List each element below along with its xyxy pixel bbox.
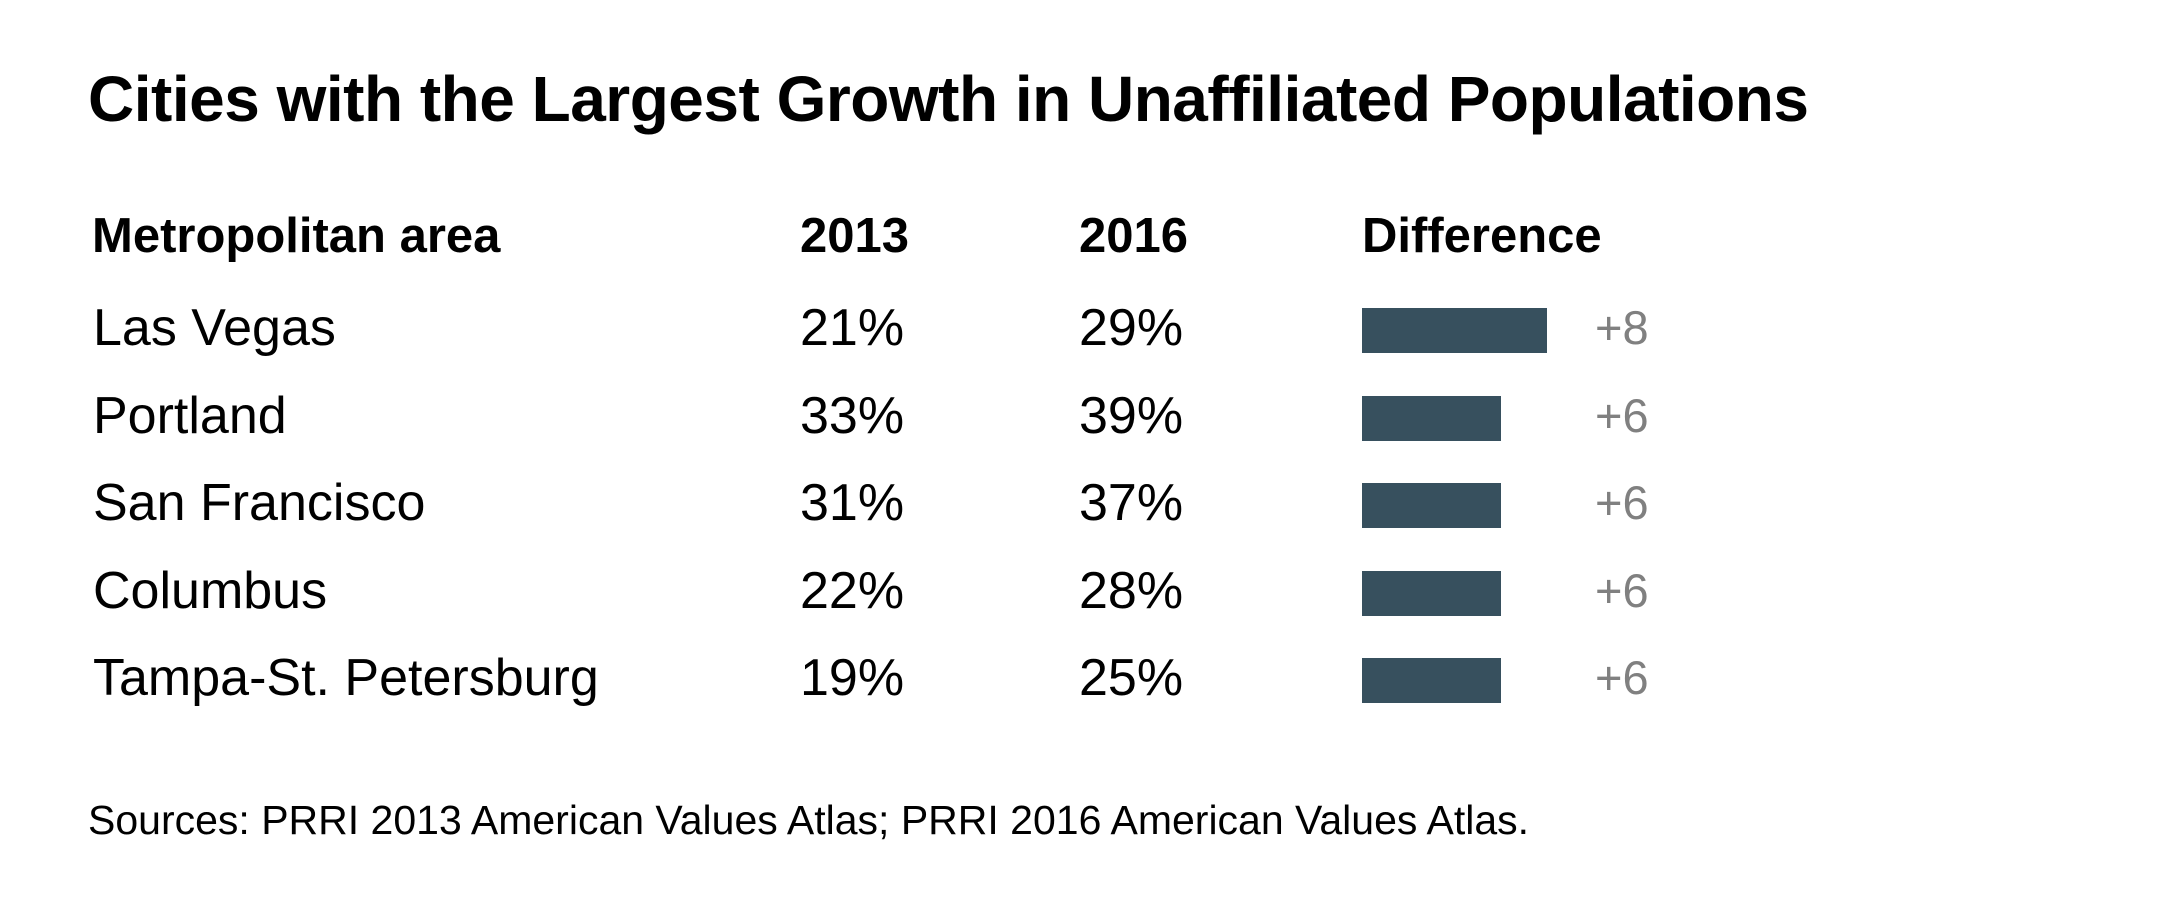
difference-bar: [1362, 658, 1501, 703]
value-2013: 19%: [800, 649, 905, 707]
value-2016: 28%: [1079, 561, 1184, 620]
area-name: Portland: [93, 386, 287, 445]
column-header-difference: Difference: [1362, 209, 1602, 263]
source-note: Sources: PRRI 2013 American Values Atlas…: [88, 797, 1530, 843]
difference-label: +6: [1595, 476, 1649, 529]
difference-label: +6: [1595, 563, 1649, 617]
difference-bar: [1362, 308, 1547, 353]
area-name: San Francisco: [93, 474, 426, 532]
value-2016: 39%: [1079, 386, 1184, 445]
value-2016: 25%: [1079, 649, 1184, 707]
value-2013: 21%: [800, 299, 905, 357]
value-2016: 37%: [1079, 474, 1184, 532]
column-header-2013: 2013: [800, 209, 910, 263]
value-2013: 31%: [800, 474, 905, 532]
column-header-area: Metropolitan area: [92, 209, 501, 263]
area-name: Columbus: [93, 561, 328, 620]
difference-bar: [1362, 570, 1501, 616]
area-name: Tampa-St. Petersburg: [93, 649, 599, 707]
difference-label: +6: [1595, 388, 1649, 442]
value-2013: 33%: [800, 386, 905, 445]
chart-title: Cities with the Largest Growth in Unaffi…: [88, 63, 1809, 135]
difference-bar: [1362, 483, 1501, 528]
difference-label: +8: [1595, 301, 1649, 354]
difference-bar: [1362, 395, 1501, 441]
value-2016: 29%: [1079, 299, 1184, 357]
column-header-2016: 2016: [1079, 209, 1189, 263]
value-2013: 22%: [800, 561, 905, 620]
difference-label: +6: [1595, 651, 1649, 704]
area-name: Las Vegas: [93, 299, 336, 357]
